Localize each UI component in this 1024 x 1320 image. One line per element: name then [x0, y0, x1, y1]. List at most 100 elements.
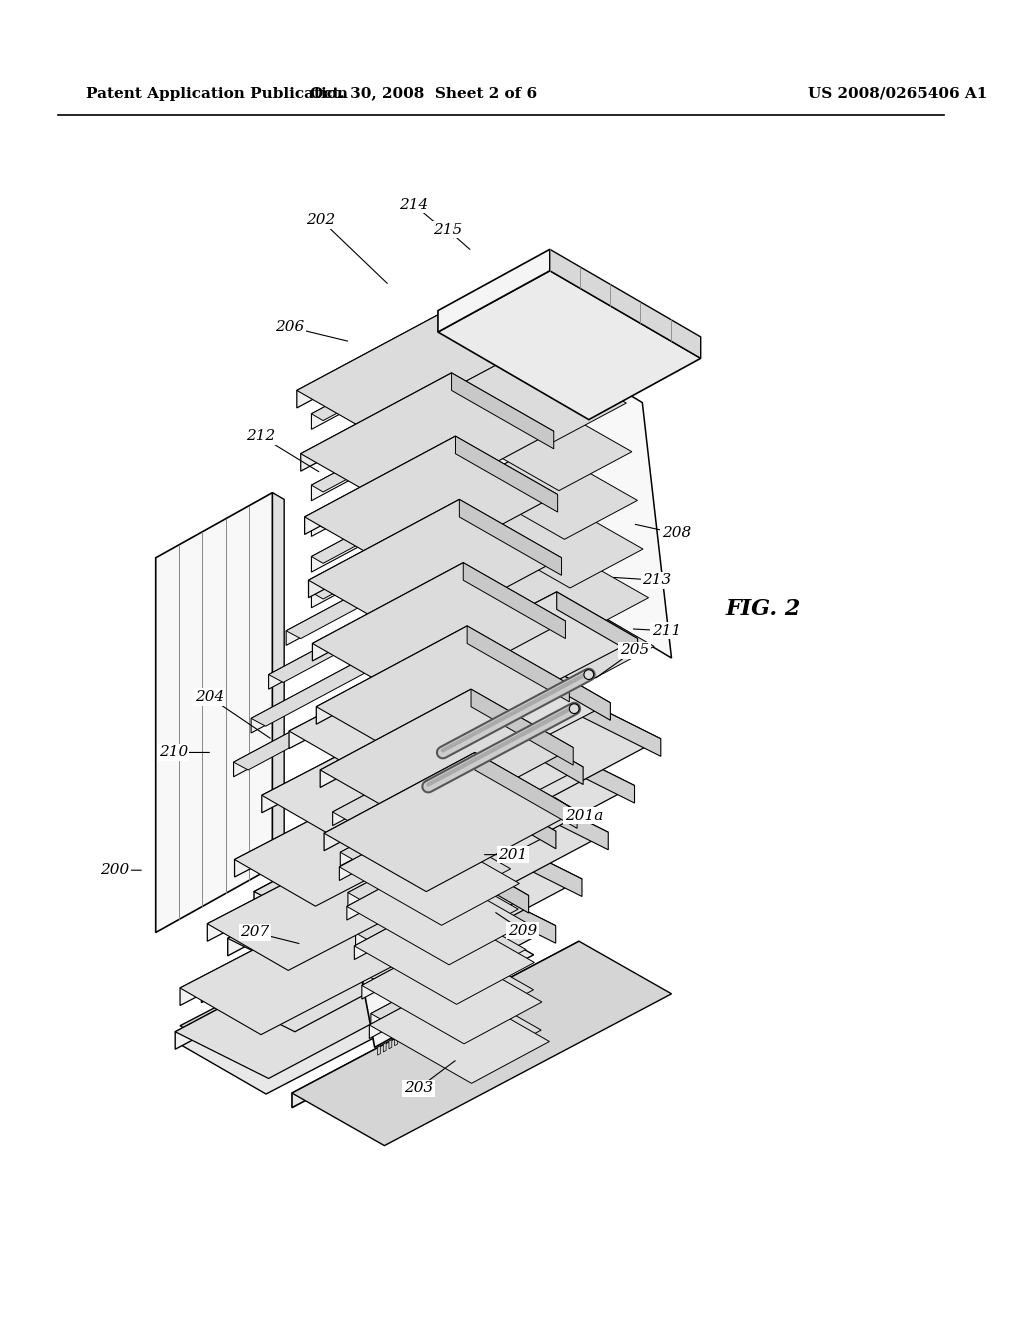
Polygon shape [254, 739, 635, 939]
Polygon shape [333, 774, 406, 825]
Polygon shape [567, 692, 660, 756]
Polygon shape [339, 825, 519, 925]
Polygon shape [233, 689, 384, 770]
Text: 210: 210 [159, 746, 187, 759]
Polygon shape [354, 904, 432, 960]
Polygon shape [311, 447, 447, 536]
Polygon shape [311, 412, 447, 500]
Polygon shape [483, 591, 557, 643]
Polygon shape [462, 396, 535, 449]
Polygon shape [180, 849, 447, 1006]
Polygon shape [501, 660, 504, 669]
Polygon shape [268, 602, 420, 682]
Polygon shape [292, 941, 672, 1146]
Polygon shape [512, 653, 515, 663]
Text: 202: 202 [306, 213, 336, 227]
Polygon shape [364, 935, 534, 1028]
Polygon shape [312, 562, 463, 661]
Polygon shape [569, 622, 571, 632]
Polygon shape [207, 784, 475, 941]
Polygon shape [361, 944, 439, 999]
Polygon shape [434, 1014, 437, 1024]
Polygon shape [333, 774, 503, 867]
Polygon shape [447, 310, 550, 385]
Polygon shape [529, 656, 610, 721]
Polygon shape [207, 784, 556, 970]
Text: 203: 203 [403, 1081, 433, 1096]
Text: 207: 207 [241, 925, 269, 940]
Polygon shape [371, 974, 541, 1069]
Polygon shape [518, 651, 521, 660]
Polygon shape [316, 626, 467, 725]
Polygon shape [311, 483, 460, 564]
Polygon shape [339, 825, 417, 880]
Circle shape [569, 704, 579, 714]
Polygon shape [563, 626, 566, 635]
Polygon shape [297, 310, 550, 449]
Polygon shape [348, 854, 421, 907]
Text: 211: 211 [652, 624, 681, 638]
Polygon shape [156, 492, 272, 932]
Text: 206: 206 [275, 321, 305, 334]
Polygon shape [558, 628, 560, 638]
Polygon shape [355, 894, 429, 946]
Polygon shape [227, 785, 608, 985]
Polygon shape [440, 1011, 443, 1020]
Polygon shape [233, 689, 370, 776]
Polygon shape [268, 602, 404, 689]
Polygon shape [316, 626, 569, 766]
Polygon shape [475, 752, 578, 829]
Polygon shape [234, 721, 502, 876]
Polygon shape [452, 1005, 455, 1014]
Polygon shape [347, 865, 527, 965]
Polygon shape [546, 635, 549, 644]
Polygon shape [456, 347, 627, 442]
Polygon shape [523, 647, 526, 657]
Polygon shape [308, 499, 561, 639]
Polygon shape [262, 656, 529, 813]
Polygon shape [423, 1020, 426, 1030]
Polygon shape [202, 832, 488, 1003]
Text: 214: 214 [399, 198, 428, 211]
Polygon shape [321, 689, 471, 788]
Polygon shape [552, 632, 555, 642]
Polygon shape [324, 752, 578, 891]
Polygon shape [383, 1043, 386, 1052]
Polygon shape [251, 645, 387, 733]
Polygon shape [541, 739, 635, 803]
Polygon shape [311, 412, 460, 492]
Text: FIG. 2: FIG. 2 [725, 598, 801, 620]
Text: 208: 208 [662, 527, 691, 540]
Polygon shape [463, 562, 565, 639]
Polygon shape [502, 721, 583, 784]
Text: US 2008/0265406 A1: US 2008/0265406 A1 [808, 87, 987, 100]
Polygon shape [445, 1008, 449, 1018]
Text: 209: 209 [508, 924, 538, 937]
Polygon shape [304, 436, 456, 535]
Polygon shape [581, 616, 584, 626]
Polygon shape [297, 310, 447, 408]
Text: 200: 200 [100, 863, 129, 878]
Polygon shape [322, 709, 477, 1047]
Polygon shape [340, 813, 511, 908]
Text: 213: 213 [642, 573, 672, 587]
Polygon shape [286, 558, 437, 639]
Polygon shape [311, 376, 460, 457]
Polygon shape [281, 692, 660, 891]
Polygon shape [478, 543, 551, 595]
Polygon shape [488, 832, 582, 896]
Polygon shape [292, 941, 579, 1107]
Polygon shape [394, 1036, 397, 1045]
Polygon shape [429, 1018, 431, 1027]
Polygon shape [507, 657, 509, 667]
Polygon shape [311, 483, 447, 572]
Polygon shape [180, 887, 534, 1076]
Polygon shape [400, 1034, 403, 1043]
Polygon shape [361, 944, 542, 1044]
Polygon shape [489, 667, 493, 676]
Polygon shape [535, 642, 538, 651]
Polygon shape [529, 644, 532, 653]
Polygon shape [371, 974, 443, 1027]
Polygon shape [574, 619, 578, 628]
Polygon shape [289, 591, 638, 777]
